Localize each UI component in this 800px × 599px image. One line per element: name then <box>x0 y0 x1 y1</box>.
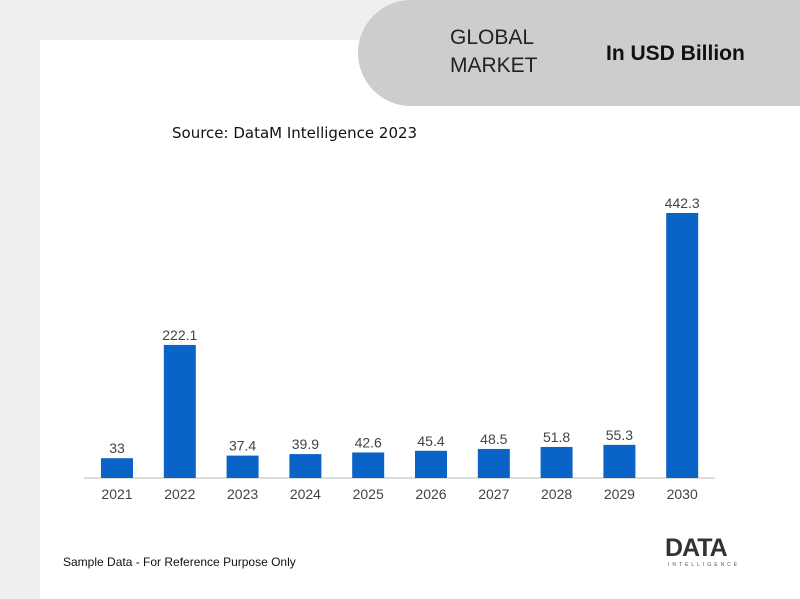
data-label: 48.5 <box>480 431 507 447</box>
logo: DATA <box>665 534 728 562</box>
data-label: 39.9 <box>292 436 319 452</box>
bar <box>352 452 385 478</box>
data-label: 33 <box>109 440 125 456</box>
data-label: 222.1 <box>162 327 197 343</box>
x-tick-label: 2028 <box>541 486 572 502</box>
bar <box>603 444 636 478</box>
data-label: 55.3 <box>606 427 633 443</box>
data-label: 45.4 <box>417 433 444 449</box>
data-label: 42.6 <box>355 434 382 450</box>
header-tab <box>358 0 800 106</box>
bar <box>163 344 196 478</box>
bar <box>415 450 447 478</box>
x-tick-label: 2024 <box>290 486 321 502</box>
footer-note: Sample Data - For Reference Purpose Only <box>63 555 296 569</box>
data-label: 37.4 <box>229 438 256 454</box>
x-tick-label: 2030 <box>667 486 698 502</box>
bar <box>666 213 699 478</box>
x-tick-label: 2022 <box>164 486 195 502</box>
chart-title: GLOBAL MARKET <box>450 26 538 77</box>
logo-sub: INTELLIGENCE <box>668 562 741 568</box>
bar <box>289 454 322 478</box>
x-tick-label: 2026 <box>415 486 446 502</box>
x-tick-label: 2027 <box>478 486 509 502</box>
bar <box>101 458 133 478</box>
bar <box>226 455 259 478</box>
subtitle: Source: DataM Intelligence 2023 <box>172 124 418 142</box>
x-tick-label: 2029 <box>604 486 635 502</box>
x-tick-label: 2023 <box>227 486 258 502</box>
bar <box>477 448 510 478</box>
bar <box>540 446 573 478</box>
data-label: 51.8 <box>543 429 570 445</box>
data-label: 442.3 <box>665 195 700 211</box>
unit-label: In USD Billion <box>606 42 745 65</box>
x-tick-label: 2021 <box>101 486 132 502</box>
x-tick-label: 2025 <box>353 486 384 502</box>
